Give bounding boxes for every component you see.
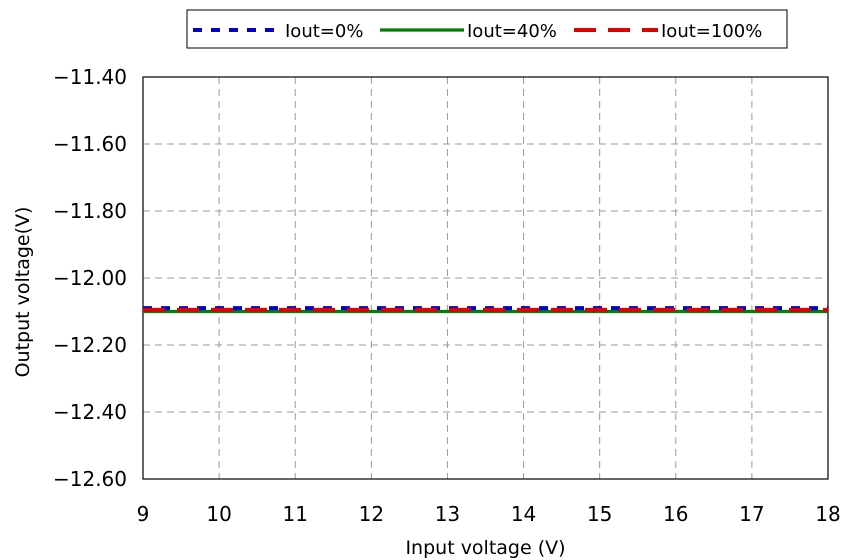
x-tick-label: 10 — [206, 502, 231, 526]
legend-label: Iout=40% — [467, 21, 557, 42]
legend-box — [186, 9, 788, 49]
y-tick-label: −12.60 — [53, 467, 127, 491]
plot-area — [142, 76, 829, 480]
legend: Iout=0% Iout=40% Iout=100% — [186, 9, 788, 49]
x-tick-label: 16 — [663, 502, 688, 526]
x-tick-label: 18 — [815, 502, 840, 526]
y-tick-label: −11.60 — [53, 132, 127, 156]
x-tick-label: 14 — [511, 502, 536, 526]
x-axis-title: Input voltage (V) — [405, 537, 565, 559]
y-tick-label: −12.00 — [53, 266, 127, 290]
grid — [143, 77, 828, 479]
x-tick-label: 12 — [359, 502, 384, 526]
x-axis-ticks: 9 10 11 12 13 14 15 16 17 18 — [137, 502, 841, 526]
y-tick-label: −11.80 — [53, 199, 127, 223]
y-axis-ticks: −11.40 −11.60 −11.80 −12.00 −12.20 −12.40 −12.… — [53, 65, 127, 491]
legend-label: Iout=100% — [661, 21, 762, 42]
x-tick-label: 13 — [435, 502, 460, 526]
y-axis-title: Output voltage(V) — [12, 207, 34, 378]
legend-label: Iout=0% — [285, 21, 363, 42]
y-tick-label: −11.40 — [53, 65, 127, 89]
x-tick-label: 9 — [137, 502, 150, 526]
y-tick-label: −12.40 — [53, 400, 127, 424]
x-tick-label: 17 — [739, 502, 764, 526]
legend-items: Iout=0% Iout=40% Iout=100% — [193, 21, 762, 42]
x-tick-label: 15 — [587, 502, 612, 526]
y-tick-label: −12.20 — [53, 333, 127, 357]
x-tick-label: 11 — [282, 502, 307, 526]
series-group — [143, 306, 828, 314]
